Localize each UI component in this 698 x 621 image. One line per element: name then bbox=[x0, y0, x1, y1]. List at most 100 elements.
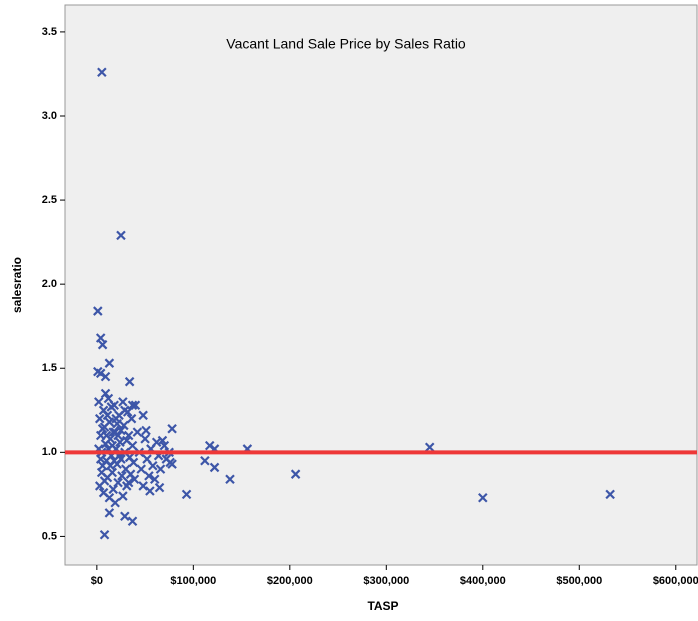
point bbox=[116, 425, 126, 436]
point bbox=[95, 333, 106, 343]
point-stroke bbox=[138, 481, 148, 491]
point bbox=[101, 430, 112, 441]
point bbox=[132, 427, 143, 437]
point bbox=[144, 471, 154, 481]
point bbox=[167, 424, 177, 434]
point-stroke bbox=[141, 425, 151, 436]
point bbox=[123, 477, 134, 488]
point bbox=[123, 430, 134, 441]
x-tick-label: $200,000 bbox=[267, 575, 313, 587]
point bbox=[106, 402, 117, 412]
point bbox=[149, 474, 160, 485]
point bbox=[93, 397, 104, 407]
point-stroke bbox=[104, 508, 115, 518]
point-stroke bbox=[113, 430, 123, 441]
y-tick-label: 1.5 bbox=[42, 362, 57, 374]
point bbox=[110, 497, 120, 508]
y-tick-label: 2.0 bbox=[42, 278, 57, 290]
point-stroke bbox=[117, 471, 127, 481]
point bbox=[145, 486, 155, 496]
y-axis-label: salesratio bbox=[10, 257, 24, 313]
point-stroke bbox=[130, 400, 141, 411]
point bbox=[100, 388, 111, 399]
point-stroke bbox=[161, 454, 172, 464]
point-stroke bbox=[140, 434, 150, 444]
point-stroke bbox=[167, 459, 177, 469]
point-stroke bbox=[97, 339, 108, 350]
point bbox=[154, 482, 165, 493]
point-stroke bbox=[181, 489, 192, 500]
point bbox=[121, 435, 132, 446]
point bbox=[127, 516, 138, 527]
point bbox=[108, 484, 119, 495]
point bbox=[107, 467, 118, 478]
point-stroke bbox=[111, 413, 121, 424]
point-stroke bbox=[121, 464, 131, 474]
y-tick-label: 3.5 bbox=[42, 26, 57, 38]
point-stroke bbox=[100, 371, 111, 382]
point-stroke bbox=[154, 482, 165, 493]
point bbox=[141, 425, 151, 436]
point-stroke bbox=[120, 511, 130, 522]
point-stroke bbox=[605, 489, 615, 500]
point bbox=[159, 440, 170, 451]
point bbox=[138, 481, 148, 491]
point bbox=[225, 474, 235, 485]
point-stroke bbox=[128, 457, 139, 468]
point-stroke bbox=[155, 464, 166, 474]
point-stroke bbox=[95, 454, 106, 464]
point-stroke bbox=[102, 410, 113, 421]
y-tick-label: 3.0 bbox=[42, 110, 57, 122]
point-stroke bbox=[95, 333, 106, 343]
point-stroke bbox=[129, 474, 140, 485]
point bbox=[111, 413, 121, 424]
point bbox=[96, 467, 107, 478]
point-stroke bbox=[104, 417, 115, 427]
point bbox=[605, 489, 615, 500]
point bbox=[124, 376, 135, 387]
point-stroke bbox=[142, 454, 152, 464]
x-tick-label: $300,000 bbox=[363, 575, 409, 587]
point bbox=[104, 508, 115, 518]
point-stroke bbox=[145, 486, 155, 496]
point bbox=[118, 397, 128, 407]
point bbox=[140, 434, 150, 444]
point-stroke bbox=[159, 440, 170, 451]
point-stroke bbox=[106, 402, 117, 412]
point bbox=[167, 459, 177, 469]
point-stroke bbox=[151, 437, 162, 448]
point-stroke bbox=[119, 420, 129, 431]
point bbox=[209, 462, 220, 473]
point bbox=[155, 464, 166, 474]
point-stroke bbox=[108, 427, 119, 437]
point-stroke bbox=[157, 435, 168, 446]
point-stroke bbox=[104, 358, 115, 368]
point bbox=[126, 413, 137, 424]
y-tick-label: 1.0 bbox=[42, 446, 57, 458]
point-stroke bbox=[115, 437, 125, 448]
x-axis-label: TASP bbox=[367, 599, 398, 613]
point bbox=[95, 454, 106, 464]
point-stroke bbox=[98, 405, 109, 416]
point-stroke bbox=[95, 368, 106, 379]
plot-area bbox=[64, 4, 698, 566]
point-stroke bbox=[109, 455, 119, 466]
x-tick-label: $600,000 bbox=[653, 575, 698, 587]
point bbox=[127, 400, 138, 411]
point bbox=[478, 492, 488, 503]
point bbox=[113, 477, 123, 488]
point-stroke bbox=[124, 376, 135, 387]
point bbox=[200, 455, 210, 466]
y-tick-label: 2.5 bbox=[42, 194, 57, 206]
point bbox=[424, 442, 435, 453]
point bbox=[128, 457, 139, 468]
point-stroke bbox=[94, 413, 105, 424]
point-stroke bbox=[97, 67, 107, 78]
point bbox=[97, 424, 108, 434]
point bbox=[130, 400, 141, 411]
point-stroke bbox=[127, 440, 138, 451]
point bbox=[138, 410, 148, 421]
point bbox=[113, 430, 123, 441]
point bbox=[120, 511, 130, 522]
